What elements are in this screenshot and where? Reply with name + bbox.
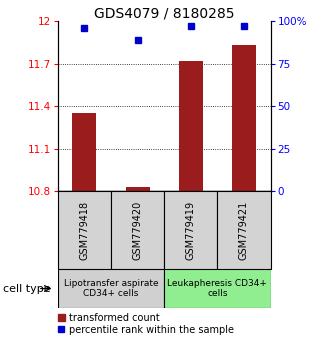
Bar [126, 187, 149, 191]
Text: GSM779418: GSM779418 [79, 200, 89, 260]
Text: Lipotransfer aspirate
CD34+ cells: Lipotransfer aspirate CD34+ cells [64, 279, 158, 298]
Bar [217, 191, 271, 269]
Legend: transformed count, percentile rank within the sample: transformed count, percentile rank withi… [57, 313, 234, 335]
Text: GSM779421: GSM779421 [239, 200, 249, 260]
Title: GDS4079 / 8180285: GDS4079 / 8180285 [94, 6, 234, 20]
Text: Leukapheresis CD34+
cells: Leukapheresis CD34+ cells [167, 279, 267, 298]
Bar [72, 113, 96, 191]
Bar [58, 269, 164, 308]
Bar [164, 269, 271, 308]
Bar [58, 191, 111, 269]
Bar [111, 191, 164, 269]
Text: GSM779419: GSM779419 [186, 200, 196, 260]
Bar [164, 191, 217, 269]
Text: GSM779420: GSM779420 [133, 200, 143, 260]
Text: cell type: cell type [3, 284, 51, 293]
Bar [232, 45, 256, 191]
Bar [179, 61, 203, 191]
